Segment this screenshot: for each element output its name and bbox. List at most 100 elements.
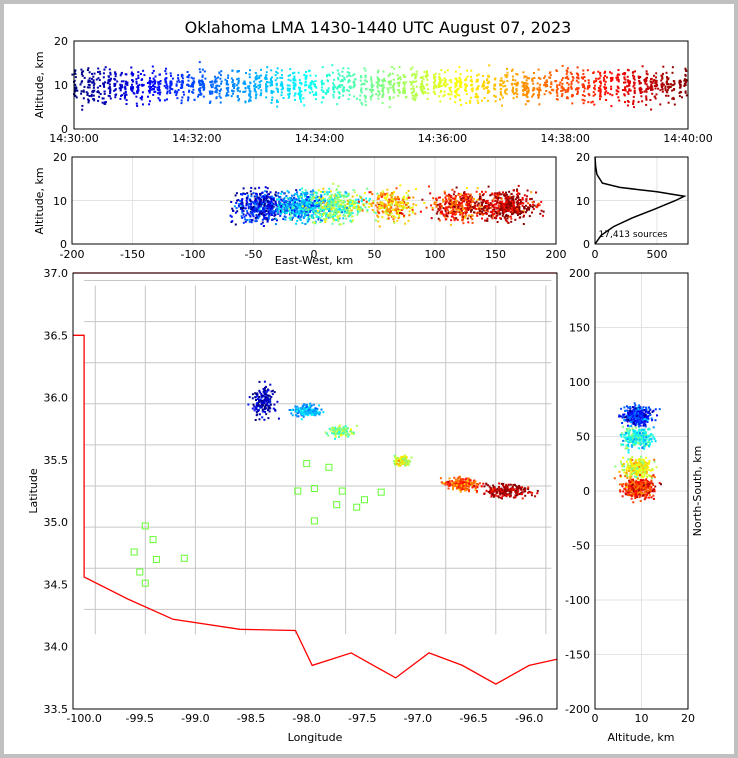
map-source-point bbox=[331, 431, 334, 434]
time-source-point bbox=[169, 80, 172, 83]
time-source-point bbox=[255, 85, 258, 88]
time-source-point bbox=[488, 80, 491, 83]
time-source-point bbox=[439, 78, 442, 80]
time-source-point bbox=[587, 79, 590, 82]
ew-source-point bbox=[456, 205, 459, 207]
time-source-point bbox=[640, 95, 643, 98]
ew-source-point bbox=[408, 210, 411, 213]
time-source-point bbox=[532, 93, 535, 95]
ew-source-point bbox=[284, 200, 287, 203]
time-source-point bbox=[300, 93, 303, 96]
time-source-point bbox=[274, 74, 277, 77]
ew-source-point bbox=[335, 219, 338, 221]
ew-source-point bbox=[274, 217, 277, 220]
ew-source-point bbox=[338, 196, 340, 199]
map-source-point bbox=[305, 408, 308, 411]
time-source-point bbox=[610, 79, 613, 82]
map-source-point bbox=[318, 413, 321, 416]
time-source-point bbox=[358, 98, 361, 101]
time-source-point bbox=[576, 87, 579, 90]
ew-source-point bbox=[388, 211, 391, 214]
time-source-point bbox=[623, 76, 626, 79]
ew-source-point bbox=[391, 201, 394, 204]
time-source-point bbox=[500, 88, 503, 90]
ew-source-point bbox=[293, 194, 296, 197]
ew-source-point bbox=[257, 204, 260, 207]
time-source-point bbox=[403, 87, 406, 90]
time-source-point bbox=[182, 91, 185, 93]
time-source-point bbox=[505, 88, 508, 91]
ew-source-point bbox=[322, 201, 325, 204]
time-source-point bbox=[81, 74, 84, 77]
ew-source-point bbox=[326, 207, 329, 210]
time-source-point bbox=[248, 85, 251, 88]
ew-source-point bbox=[335, 212, 338, 215]
time-source-point bbox=[304, 84, 306, 87]
ew-source-point bbox=[242, 205, 245, 208]
ew-source-point bbox=[396, 212, 399, 215]
time-source-point bbox=[595, 80, 598, 82]
ew-source-point bbox=[392, 198, 395, 201]
time-source-point bbox=[305, 74, 308, 77]
ew-source-point bbox=[361, 209, 364, 212]
ew-source-point bbox=[330, 206, 333, 208]
time-source-point bbox=[645, 95, 648, 98]
time-source-point bbox=[92, 81, 95, 84]
time-source-point bbox=[104, 101, 107, 103]
ew-source-point bbox=[403, 198, 406, 201]
time-source-point bbox=[404, 90, 407, 93]
time-source-point bbox=[611, 94, 614, 97]
time-source-point bbox=[391, 66, 393, 68]
time-source-point bbox=[571, 102, 574, 105]
time-source-point bbox=[415, 80, 418, 83]
time-source-point bbox=[665, 94, 668, 97]
time-source-point bbox=[181, 96, 184, 99]
ew-source-point bbox=[443, 191, 446, 194]
map-source-point bbox=[338, 430, 340, 433]
map-source-point bbox=[405, 464, 408, 467]
ew-source-point bbox=[504, 219, 507, 222]
time-source-point bbox=[347, 67, 350, 70]
ew-source-point bbox=[293, 214, 296, 217]
time-source-point bbox=[633, 87, 636, 90]
time-source-point bbox=[280, 88, 283, 91]
time-source-point bbox=[124, 86, 127, 89]
ew-source-point bbox=[378, 207, 381, 210]
time-source-point bbox=[332, 96, 335, 99]
ew-source-point bbox=[455, 217, 458, 220]
time-source-point bbox=[566, 75, 569, 78]
ew-source-point bbox=[494, 210, 497, 213]
ew-source-point bbox=[511, 210, 514, 213]
map-source-point bbox=[319, 411, 322, 414]
map-source-point bbox=[307, 412, 310, 415]
ew-source-point bbox=[388, 198, 391, 201]
time-source-point bbox=[566, 76, 569, 79]
ew-source-point bbox=[339, 210, 342, 213]
ew-source-point bbox=[271, 213, 273, 216]
time-source-point bbox=[254, 83, 257, 86]
time-source-point bbox=[393, 83, 396, 86]
time-source-point bbox=[214, 90, 217, 93]
histogram-frame bbox=[594, 156, 689, 245]
time-source-point bbox=[617, 76, 619, 79]
time-source-point bbox=[199, 93, 202, 96]
time-source-point bbox=[198, 81, 200, 84]
time-source-point bbox=[180, 102, 183, 105]
time-source-point bbox=[299, 82, 302, 85]
ew-source-point bbox=[387, 208, 390, 211]
time-source-point bbox=[298, 86, 300, 89]
time-source-point bbox=[645, 88, 648, 91]
time-source-point bbox=[165, 72, 168, 75]
time-source-point bbox=[260, 68, 262, 71]
time-source-point bbox=[502, 85, 505, 88]
time-source-point bbox=[477, 102, 480, 105]
ew-source-point bbox=[359, 195, 362, 198]
figure-canvas: Oklahoma LMA 1430-1440 UTC August 07, 20… bbox=[4, 4, 734, 754]
time-source-point bbox=[504, 74, 507, 76]
ew-source-point bbox=[423, 202, 426, 204]
time-source-point bbox=[147, 95, 149, 98]
time-source-point bbox=[576, 72, 579, 75]
ew-source-point bbox=[280, 212, 282, 215]
ew-source-point bbox=[233, 205, 236, 208]
map-source-point bbox=[350, 430, 352, 433]
